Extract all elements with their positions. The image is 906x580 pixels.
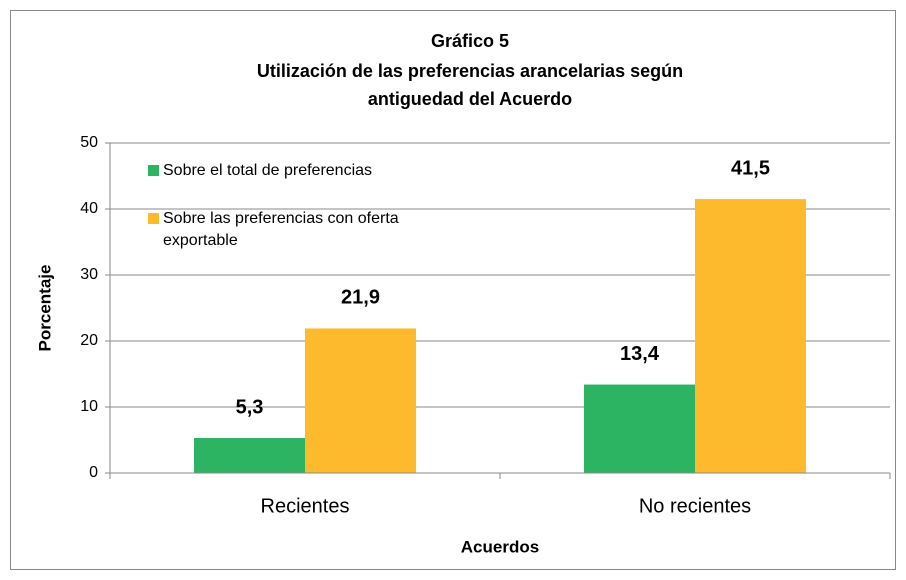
chart-title: Gráfico 5 [431, 31, 509, 51]
chart-title: antiguedad del Acuerdo [368, 89, 572, 109]
value-label: 21,9 [341, 287, 380, 309]
y-tick-label: 40 [80, 200, 98, 217]
legend-swatch [148, 165, 159, 176]
y-axis-title: Porcentaje [35, 265, 54, 352]
value-label: 41,5 [731, 157, 770, 179]
legend-entry: Sobre las preferencias con oferta export… [163, 210, 399, 249]
chart-title: Utilización de las preferencias arancela… [257, 61, 683, 81]
x-tick-label: Recientes [261, 495, 350, 517]
value-label: 5,3 [236, 396, 264, 418]
legend-swatch [148, 213, 159, 224]
bar [305, 328, 416, 473]
x-tick-label: No recientes [639, 495, 751, 517]
y-tick-label: 30 [80, 266, 98, 283]
y-tick-label: 20 [80, 332, 98, 349]
x-axis-title: Acuerdos [461, 537, 539, 556]
y-tick-label: 50 [80, 134, 98, 151]
bar [695, 199, 806, 473]
legend-entry: Sobre el total de preferencias [163, 162, 373, 179]
legend-label: Sobre el total de preferencias [163, 162, 373, 179]
value-label: 13,4 [620, 343, 660, 365]
bar [584, 384, 695, 473]
bar [194, 438, 305, 473]
y-tick-label: 0 [89, 464, 98, 481]
legend-label: Sobre las preferencias con oferta export… [163, 210, 399, 249]
y-tick-label: 10 [80, 398, 98, 415]
